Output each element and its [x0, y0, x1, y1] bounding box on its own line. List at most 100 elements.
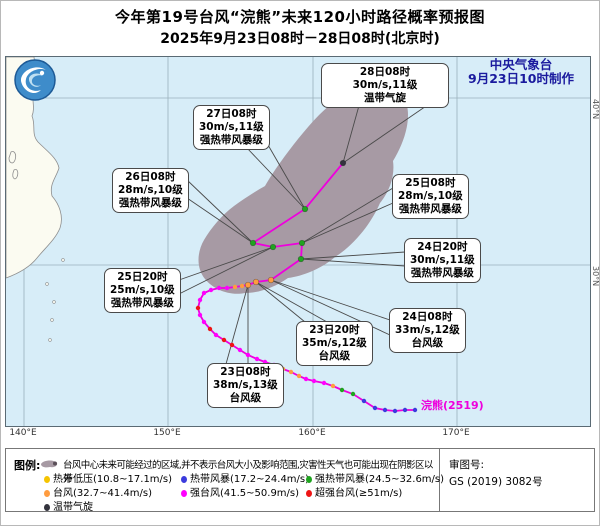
legend-dot-icon: [44, 476, 50, 483]
track-point-history: [232, 284, 238, 290]
track-point-history: [288, 369, 294, 375]
track-point-history: [382, 407, 388, 413]
callout-pointer-line: [301, 202, 394, 244]
callout-line: 27日08时: [206, 108, 257, 120]
callout-line: 35m/s,12级: [302, 337, 367, 350]
track-point-history: [216, 285, 222, 291]
track-point-history: [296, 373, 302, 379]
callout-line: 26日08时: [125, 171, 176, 183]
callout-line: 24日20时: [417, 241, 468, 253]
islet: [45, 282, 49, 286]
track-point-history: [350, 391, 356, 397]
track-point-history: [392, 408, 398, 414]
map-canvas: [6, 57, 590, 426]
legend-box: 图例: 台风中心未来可能经过的区域,并不表示台风大小及影响范围,灾害性天气也可能…: [5, 448, 595, 513]
track-point-history: [339, 387, 345, 393]
track-point-history: [201, 290, 207, 296]
track-point-history: [213, 332, 219, 338]
track-point-history: [372, 405, 378, 411]
track-point-forecast: [249, 239, 257, 247]
track-point-history: [402, 407, 408, 413]
legend-item-label: 超强台风(≥51m/s): [315, 488, 403, 499]
callout-line: 温带气旋: [364, 92, 406, 105]
callout-pointer-line: [342, 101, 433, 164]
callout-line: 24日08时: [402, 311, 453, 323]
track-point-history: [224, 285, 230, 291]
track-point-forecast: [297, 255, 305, 263]
callout-pointer-line: [255, 281, 328, 323]
page-subtitle: 2025年9月23日08时－28日08时(北京时): [160, 31, 440, 47]
callout-line: 25日20时: [117, 271, 168, 283]
lon-label: 150°E: [153, 428, 181, 438]
lon-label: 160°E: [298, 428, 326, 438]
legend-dot-icon: [44, 504, 50, 511]
forecast-callout: 27日08时 30m/s,11级 强热带风暴级: [193, 105, 270, 151]
track-point-history: [254, 356, 260, 362]
legend-dot-icon: [44, 490, 50, 497]
legend-item: 温带气旋: [44, 498, 93, 513]
callout-line: 38m/s,13级: [213, 379, 278, 392]
forecast-callout: 24日08时 33m/s,12级 台风级: [389, 308, 466, 354]
track-point-history: [229, 342, 235, 348]
legend-item: 热带低压(10.8~17.1m/s): [44, 470, 172, 485]
legend-item-label: 热带风暴(17.2~24.4m/s): [190, 474, 310, 485]
track-point-forecast: [244, 281, 252, 289]
callout-pointer-line: [342, 101, 361, 164]
landmass: [8, 151, 17, 164]
islet: [61, 258, 65, 262]
callout-line: 30m/s,11级: [199, 121, 264, 134]
callout-pointer-line: [255, 281, 306, 323]
track-point-forecast: [252, 278, 260, 286]
callout-pointer-line: [301, 187, 394, 244]
legend-item-label: 热带低压(10.8~17.1m/s): [53, 474, 173, 485]
legend-dot-icon: [181, 490, 187, 497]
track-point-history: [195, 305, 201, 311]
forecast-callout: 25日08时 28m/s,10级 强热带风暴级: [392, 174, 469, 220]
callout-line: 强热带风暴级: [199, 134, 263, 147]
callout-line: 30m/s,11级: [410, 254, 475, 267]
legend-item-label: 温带气旋: [53, 502, 93, 513]
callout-pointer-line: [178, 246, 274, 281]
track-point-history: [412, 407, 418, 413]
callout-pointer-line: [225, 284, 249, 365]
legend-item: 热带风暴(17.2~24.4m/s): [181, 470, 309, 485]
track-point-history: [361, 398, 367, 404]
lat-label: 40°N: [591, 99, 600, 120]
legend-item-label: 强热带风暴(24.5~32.6m/s): [315, 474, 445, 485]
callout-line: 25日08时: [405, 177, 456, 189]
legend-dot-icon: [181, 476, 187, 483]
legend-item: 强台风(41.5~50.9m/s): [181, 484, 299, 499]
forecast-callout: 24日20时 30m/s,11级 强热带风暴级: [404, 238, 481, 284]
callout-line: 台风级: [229, 392, 262, 405]
islet: [52, 300, 56, 304]
callout-line: 28m/s,10级: [398, 190, 463, 203]
forecast-callout: 26日08时 28m/s,10级 强热带风暴级: [112, 168, 189, 214]
legend-item: 强热带风暴(24.5~32.6m/s): [306, 470, 444, 485]
callout-line: 30m/s,11级: [352, 79, 418, 92]
legend-item: 台风(32.7~41.4m/s): [44, 484, 152, 499]
callout-pointer-line: [263, 137, 306, 210]
legend-item: 超强台风(≥51m/s): [306, 484, 402, 499]
review-label: 审图号:: [449, 459, 485, 471]
callout-line: 23日08时: [220, 366, 271, 378]
legend-heading: 图例:: [14, 459, 41, 472]
callout-pointer-line: [300, 251, 406, 260]
callout-line: 台风级: [411, 337, 444, 350]
credit-agency: 中央气象台: [489, 57, 553, 72]
callout-line: 强热带风暴级: [110, 297, 174, 310]
track-point-history: [197, 312, 203, 318]
track-point-history: [201, 319, 207, 325]
forecast-callout: 28日08时 30m/s,11级 温带气旋: [321, 63, 449, 109]
legend-item-label: 强台风(41.5~50.9m/s): [190, 488, 300, 499]
callout-line: 23日20时: [309, 324, 360, 336]
track-point-history: [221, 337, 227, 343]
track-point-history: [239, 283, 245, 289]
islet: [50, 318, 54, 322]
probability-area-icon: [40, 459, 59, 468]
track-point-forecast: [301, 205, 309, 213]
legend-dot-icon: [306, 490, 312, 497]
legend-item-label: 台风(32.7~41.4m/s): [53, 488, 153, 499]
callout-line: 33m/s,12级: [395, 324, 460, 337]
callout-pointer-line: [186, 179, 254, 244]
